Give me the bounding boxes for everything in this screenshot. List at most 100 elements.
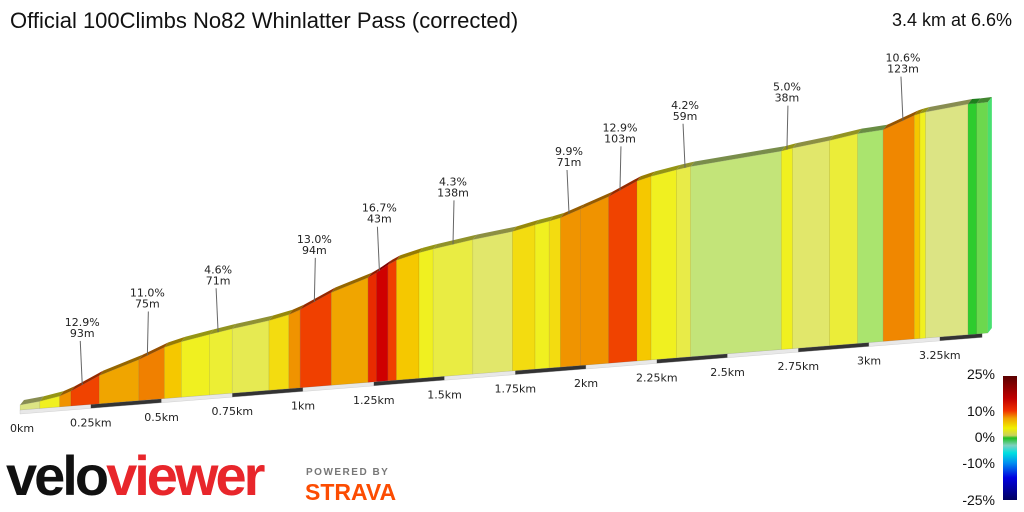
gradient-segment — [608, 180, 638, 364]
legend-label-neg10: -10% — [962, 455, 995, 471]
gradient-segment — [792, 140, 830, 349]
gradient-segment — [919, 111, 926, 339]
x-tick-label: 1km — [291, 400, 315, 413]
x-tick-label: 0.25km — [70, 416, 112, 429]
segment-top-face — [39, 391, 64, 402]
gradient-segment — [330, 277, 369, 386]
gradient-segment — [690, 150, 782, 357]
annotation-length: 43m — [367, 213, 392, 226]
gradient-segment — [636, 175, 652, 362]
gradient-segment — [209, 328, 233, 396]
gradient-segment — [164, 341, 182, 399]
annotation-gradient: 10.6% — [885, 52, 920, 65]
page-title: Official 100Climbs No82 Whinlatter Pass … — [10, 8, 519, 33]
segment-top-face — [919, 107, 930, 114]
gradient-segment — [181, 333, 210, 398]
x-tick-label: 3km — [857, 355, 881, 368]
gradient-segment — [534, 220, 550, 370]
x-tick-label: 3.25km — [919, 349, 961, 362]
segment-top-face — [232, 315, 274, 329]
segment-top-face — [535, 216, 554, 225]
segment-top-face — [138, 342, 169, 360]
annotation-leader-line — [146, 311, 149, 356]
segment-top-face — [914, 108, 924, 116]
legend-label-0: 0% — [974, 429, 995, 445]
segment-top-face — [433, 234, 477, 250]
strava-logo[interactable]: STRAVA — [305, 479, 397, 505]
annotation-gradient: 4.2% — [671, 99, 699, 112]
gradient-segment — [387, 259, 397, 382]
segment-top-face — [549, 212, 565, 222]
gradient-segment — [882, 114, 915, 342]
segment-top-face — [269, 309, 293, 321]
segment-top-face — [472, 226, 517, 240]
gradient-segment — [976, 101, 989, 335]
annotation-leader-line — [376, 226, 380, 271]
segment-top-face — [883, 110, 919, 130]
annotation-gradient: 12.9% — [602, 121, 637, 134]
annotation-leader-line — [786, 105, 789, 150]
x-tick-label: 1.25km — [353, 394, 395, 407]
veloviewer-logo[interactable]: veloviewer — [6, 444, 265, 507]
legend-label-min: -25% — [962, 492, 995, 508]
annotation-length: 38m — [775, 92, 800, 105]
annotation-leader-line — [619, 146, 622, 191]
climb-summary: 3.4 km at 6.6% — [891, 10, 1012, 30]
annotation-length: 123m — [887, 63, 919, 76]
segment-top-face — [181, 329, 214, 342]
gradient-segment — [967, 103, 977, 335]
profile-end-face — [987, 97, 992, 334]
annotation-length: 59m — [673, 110, 698, 123]
segment-top-face — [781, 143, 797, 152]
annotation-gradient: 13.0% — [297, 233, 332, 246]
segment-top-face — [925, 99, 973, 113]
gradient-segment — [288, 309, 301, 389]
segment-top-face — [376, 259, 392, 273]
annotation-gradient: 5.0% — [773, 81, 801, 94]
gradient-segment — [418, 248, 434, 379]
segment-top-face — [857, 124, 888, 134]
segment-top-face — [968, 98, 981, 105]
gradient-segment — [829, 133, 858, 346]
gradient-segment — [580, 196, 609, 366]
segment-top-face — [560, 204, 585, 218]
annotation-leader-line — [900, 76, 904, 121]
gradient-segment — [780, 147, 793, 350]
annotation-length: 71m — [557, 156, 582, 169]
segment-top-face — [20, 396, 44, 405]
segment-top-face — [300, 287, 336, 310]
segment-top-face — [419, 244, 438, 253]
segment-top-face — [792, 135, 834, 149]
x-tick-label: 0km — [10, 422, 34, 435]
annotation-gradient: 12.9% — [65, 316, 100, 329]
gradient-segment — [650, 169, 677, 361]
gradient-segment — [548, 217, 561, 369]
gradient-segment — [396, 252, 420, 381]
annotation-leader-line — [566, 170, 570, 215]
gradient-segment — [231, 320, 270, 394]
gradient-segment — [268, 314, 290, 391]
x-tick-label: 2.25km — [636, 371, 678, 384]
segment-top-face — [164, 336, 186, 348]
annotation-length: 93m — [70, 327, 95, 340]
segment-top-face — [209, 323, 237, 335]
segment-top-face — [580, 191, 613, 210]
gradient-segment — [512, 224, 536, 372]
x-tick-label: 2.75km — [777, 360, 819, 373]
segment-top-face — [608, 176, 641, 197]
segment-top-face — [690, 146, 786, 167]
gradient-segment — [857, 129, 884, 344]
annotation-length: 94m — [302, 244, 327, 257]
annotation-gradient: 11.0% — [130, 287, 165, 300]
annotation-leader-line — [682, 123, 686, 168]
annotation-gradient: 4.3% — [439, 175, 467, 188]
x-tick-label: 0.5km — [144, 411, 179, 424]
annotation-leader-line — [79, 340, 83, 385]
segment-top-face — [651, 164, 681, 177]
gradient-segment — [560, 208, 581, 368]
segment-top-face — [636, 171, 656, 182]
annotation-leader-line — [452, 200, 455, 245]
segment-top-face — [396, 247, 424, 261]
annotation-length: 71m — [206, 274, 231, 287]
